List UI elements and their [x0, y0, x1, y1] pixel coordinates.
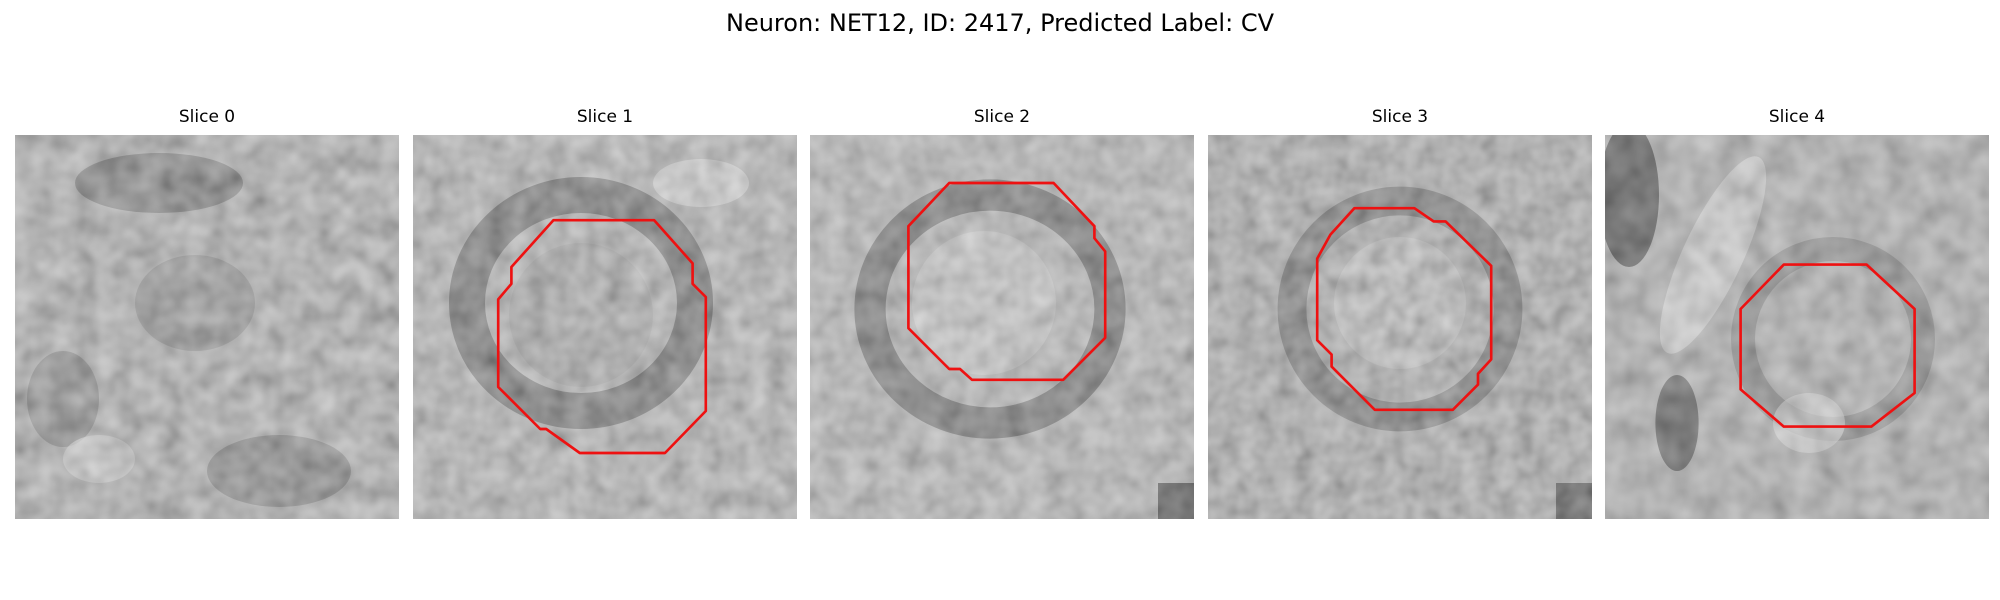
slice-title: Slice 3 [1371, 107, 1429, 127]
slice-panel-0: Slice 0 [15, 107, 399, 519]
slice-panel-2: Slice 2 [810, 107, 1194, 519]
slice-panel-3: Slice 3 [1208, 107, 1592, 519]
slice-title: Slice 0 [178, 107, 236, 127]
slice-title: Slice 4 [1768, 107, 1826, 127]
slice-title: Slice 2 [973, 107, 1031, 127]
slice-panel-1: Slice 1 [413, 107, 797, 519]
slice-title: Slice 1 [576, 107, 634, 127]
predicted-outline [1739, 263, 1916, 428]
predicted-outline [496, 218, 708, 455]
predicted-outline [1315, 206, 1493, 412]
slice-image-0 [15, 135, 399, 519]
slice-image-4 [1605, 135, 1989, 519]
slice-image-1 [413, 135, 797, 519]
slice-image-3 [1208, 135, 1592, 519]
slice-panel-4: Slice 4 [1605, 107, 1989, 519]
figure-title: Neuron: NET12, ID: 2417, Predicted Label… [726, 9, 1274, 37]
predicted-outline [907, 181, 1107, 382]
slice-image-2 [810, 135, 1194, 519]
